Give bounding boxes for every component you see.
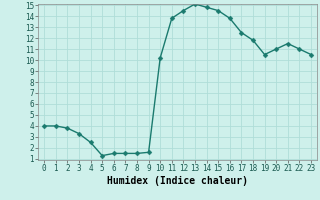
X-axis label: Humidex (Indice chaleur): Humidex (Indice chaleur) [107,176,248,186]
